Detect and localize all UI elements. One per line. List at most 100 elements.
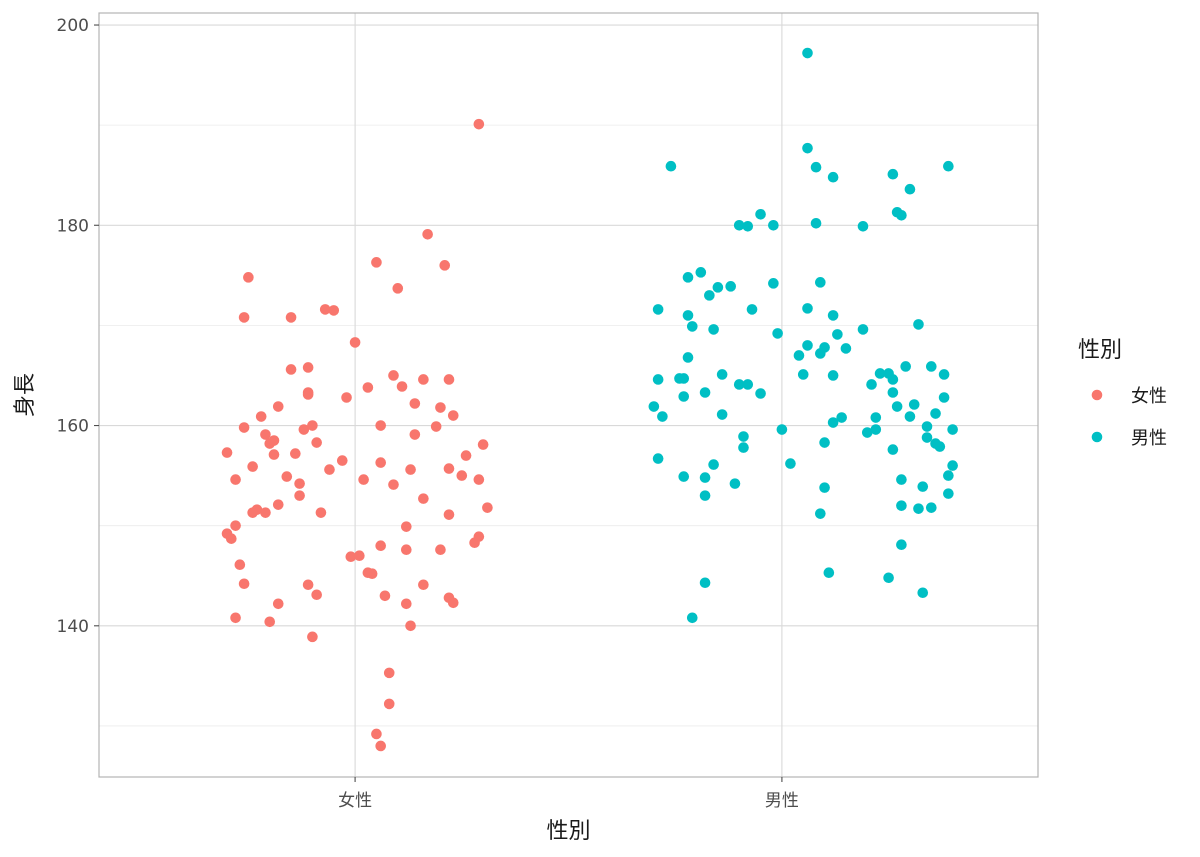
data-point	[695, 267, 707, 278]
data-point	[733, 219, 745, 231]
data-point	[648, 401, 660, 412]
data-point	[665, 160, 677, 172]
data-point	[802, 340, 813, 351]
data-point	[268, 449, 280, 460]
data-point	[678, 391, 690, 402]
legend-key	[1091, 389, 1103, 401]
data-point	[234, 559, 246, 571]
data-point	[682, 310, 694, 321]
major-gridlines	[99, 13, 1038, 777]
data-point	[755, 208, 766, 220]
data-point	[302, 387, 314, 398]
data-point	[917, 481, 929, 492]
data-point	[712, 282, 724, 293]
data-point	[870, 424, 882, 435]
data-point	[947, 460, 958, 471]
data-point	[447, 597, 459, 609]
data-point	[307, 631, 318, 643]
data-point	[678, 471, 690, 482]
data-point	[682, 272, 694, 283]
data-point	[336, 455, 348, 466]
data-point	[738, 431, 749, 442]
data-point	[430, 421, 442, 432]
axis-ticks	[94, 24, 783, 782]
data-point	[652, 304, 664, 315]
data-point	[221, 447, 233, 458]
data-point	[819, 437, 830, 448]
data-point	[443, 463, 455, 474]
data-point	[733, 379, 745, 390]
data-point	[657, 411, 668, 422]
data-point	[435, 402, 446, 413]
data-point	[810, 161, 822, 173]
data-point	[742, 379, 754, 390]
data-point	[371, 728, 382, 740]
data-point	[477, 439, 489, 450]
data-point	[866, 379, 877, 390]
data-point	[943, 488, 954, 499]
data-point	[345, 551, 357, 563]
data-point	[938, 392, 950, 403]
data-point	[443, 374, 455, 385]
data-point	[716, 369, 728, 380]
data-point	[738, 442, 749, 453]
data-point	[686, 321, 698, 332]
data-points	[221, 47, 958, 752]
data-point	[716, 409, 728, 420]
data-point	[260, 429, 271, 440]
data-point	[699, 472, 711, 483]
data-point	[861, 427, 873, 438]
data-point	[704, 290, 715, 301]
data-point	[307, 420, 318, 431]
data-point	[375, 540, 387, 551]
data-point	[354, 550, 365, 562]
data-point	[938, 369, 950, 380]
data-point	[874, 368, 886, 379]
data-point	[341, 392, 352, 403]
data-point	[358, 474, 369, 485]
data-point	[810, 217, 822, 229]
data-point	[742, 220, 754, 232]
data-point	[418, 374, 429, 385]
data-point	[857, 324, 869, 335]
data-point	[725, 281, 736, 292]
data-point	[827, 171, 839, 183]
data-point	[857, 220, 869, 232]
data-point	[827, 370, 839, 381]
data-point	[908, 399, 920, 410]
data-point	[388, 479, 399, 490]
data-point	[904, 411, 916, 422]
data-point	[435, 544, 446, 556]
data-point	[396, 381, 408, 392]
data-point	[896, 539, 907, 550]
data-point	[699, 387, 711, 398]
data-point	[887, 444, 899, 455]
data-point	[827, 310, 839, 321]
y-tick-label: 180	[57, 216, 89, 236]
data-point	[708, 459, 719, 470]
data-point	[768, 219, 779, 231]
data-point	[375, 457, 387, 468]
data-point	[896, 209, 907, 221]
data-point	[921, 421, 933, 432]
data-point	[900, 361, 911, 372]
data-point	[832, 329, 843, 340]
data-point	[802, 142, 813, 154]
y-tick-label: 140	[57, 617, 89, 637]
data-point	[238, 578, 250, 590]
data-point	[686, 612, 698, 624]
data-point	[302, 579, 314, 591]
data-point	[473, 531, 485, 542]
data-point	[793, 350, 805, 361]
data-point	[324, 464, 335, 475]
data-point	[290, 448, 301, 459]
data-point	[460, 450, 472, 461]
data-point	[708, 324, 719, 335]
data-point	[887, 168, 899, 180]
data-point	[371, 257, 382, 268]
data-point	[802, 303, 813, 314]
data-point	[405, 620, 416, 632]
data-point	[401, 521, 412, 532]
